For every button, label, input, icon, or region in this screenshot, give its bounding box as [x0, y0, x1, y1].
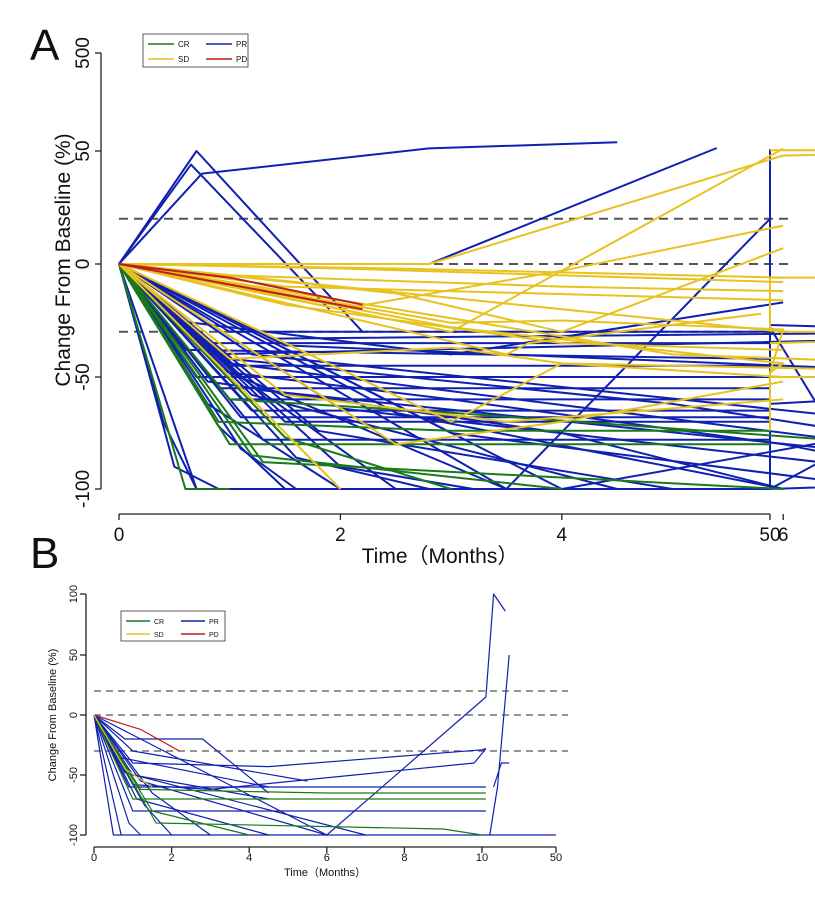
series-line-sd	[118, 263, 785, 400]
legend-box	[142, 33, 249, 68]
y-axis-label: Change From Baseline (%)	[47, 649, 59, 782]
series-line-sd	[118, 263, 784, 284]
x-tick-label: 0	[114, 525, 125, 546]
series-line-sd	[118, 263, 815, 378]
series-line-cr	[118, 263, 784, 490]
y-tick-label: 0	[68, 712, 80, 718]
series-line-sd	[118, 224, 784, 311]
legend-label-pr: PR	[236, 40, 247, 49]
series-line-pr	[118, 263, 297, 490]
x-tick-label: 6	[778, 525, 789, 546]
x-tick-label: 50	[759, 525, 780, 546]
series-line-sd	[118, 263, 784, 351]
x-tick-label: 4	[246, 852, 252, 864]
y-tick-label: -50	[68, 767, 80, 783]
x-tick-label: 2	[169, 852, 175, 864]
legend-box	[120, 610, 226, 642]
series-line-cr	[93, 714, 486, 794]
series-line-pr	[93, 714, 487, 791]
x-tick-label: 10	[476, 852, 488, 864]
x-tick-label: 6	[324, 852, 330, 864]
legend-label-pd: PD	[236, 55, 247, 64]
series-line-pr	[118, 141, 618, 265]
y-tick-label: 500	[73, 37, 94, 69]
series-line-sd	[118, 263, 815, 345]
series-line-pd	[93, 714, 180, 752]
x-tick-label: 50	[550, 852, 562, 864]
series-line-pr	[489, 654, 510, 836]
series-line-sd	[118, 263, 342, 490]
series-line-cr	[118, 263, 815, 440]
series-line-pr	[93, 714, 486, 812]
x-axis-label: Time（Months）	[284, 866, 366, 879]
y-tick-label: 50	[68, 649, 80, 661]
legend-label-cr: CR	[178, 40, 190, 49]
legend-label-pd: PD	[209, 632, 219, 639]
series-line-pd	[118, 263, 363, 311]
series-line-pr	[118, 263, 770, 333]
x-tick-label: 2	[335, 525, 346, 546]
legend-label-sd: SD	[154, 632, 164, 639]
series-line-sd	[118, 263, 784, 423]
panel-label: B	[30, 529, 59, 578]
y-tick-label: 100	[68, 585, 80, 603]
series-line-pr	[93, 714, 308, 782]
series-line-pr	[493, 762, 510, 788]
x-tick-label: 4	[557, 525, 568, 546]
series-line-pr	[118, 263, 784, 490]
x-tick-label: 8	[401, 852, 407, 864]
legend-label-sd: SD	[178, 55, 189, 64]
panel-a-chart: A500500-50-100024681050Time（Months）Chang…	[30, 21, 815, 568]
series-line-sd	[118, 263, 815, 332]
legend: CR PR SD PD	[120, 610, 226, 642]
x-axis-label: Time（Months）	[362, 545, 519, 568]
series-line-pr	[93, 714, 122, 836]
series-line-pr	[118, 263, 430, 490]
series-line-pr	[118, 263, 815, 490]
series-line-pr	[93, 714, 327, 836]
series-line-sd	[118, 263, 784, 423]
y-tick-label: -50	[73, 363, 94, 390]
series-line-cr	[118, 263, 770, 432]
series-line-pr	[118, 263, 815, 490]
series-line-sd	[93, 714, 153, 788]
series-line-pr	[118, 263, 815, 490]
series-line-cr	[93, 714, 486, 800]
legend-label-cr: CR	[154, 619, 164, 626]
y-tick-label: 0	[73, 259, 94, 270]
series-line-pr	[93, 714, 142, 836]
series-line-pr	[93, 714, 487, 768]
y-tick-label: 50	[73, 140, 94, 161]
panel-label: A	[30, 21, 60, 70]
series-line-cr	[118, 263, 230, 490]
series-line-pr	[118, 263, 673, 490]
legend: CR PR SD PD	[142, 33, 249, 68]
y-axis-label: Change From Baseline (%)	[52, 133, 75, 386]
series-line-pr	[118, 163, 331, 310]
y-tick-label: -100	[68, 824, 80, 846]
x-tick-label: 0	[91, 852, 97, 864]
y-tick-label: -100	[73, 470, 94, 508]
legend-label-pr: PR	[209, 619, 219, 626]
series-line-pr	[118, 150, 364, 333]
series-line-cr	[118, 263, 452, 490]
panel-b-chart: B 100 50 0 -50 -100 0 2 4 6 8 10 50 Time（Months） Chang…	[30, 529, 568, 879]
series-line-sd	[119, 149, 815, 265]
series-line-sd	[118, 263, 784, 446]
series-line-pd	[118, 263, 363, 306]
series-line-sd	[118, 263, 815, 361]
series-line-cr	[118, 263, 562, 490]
